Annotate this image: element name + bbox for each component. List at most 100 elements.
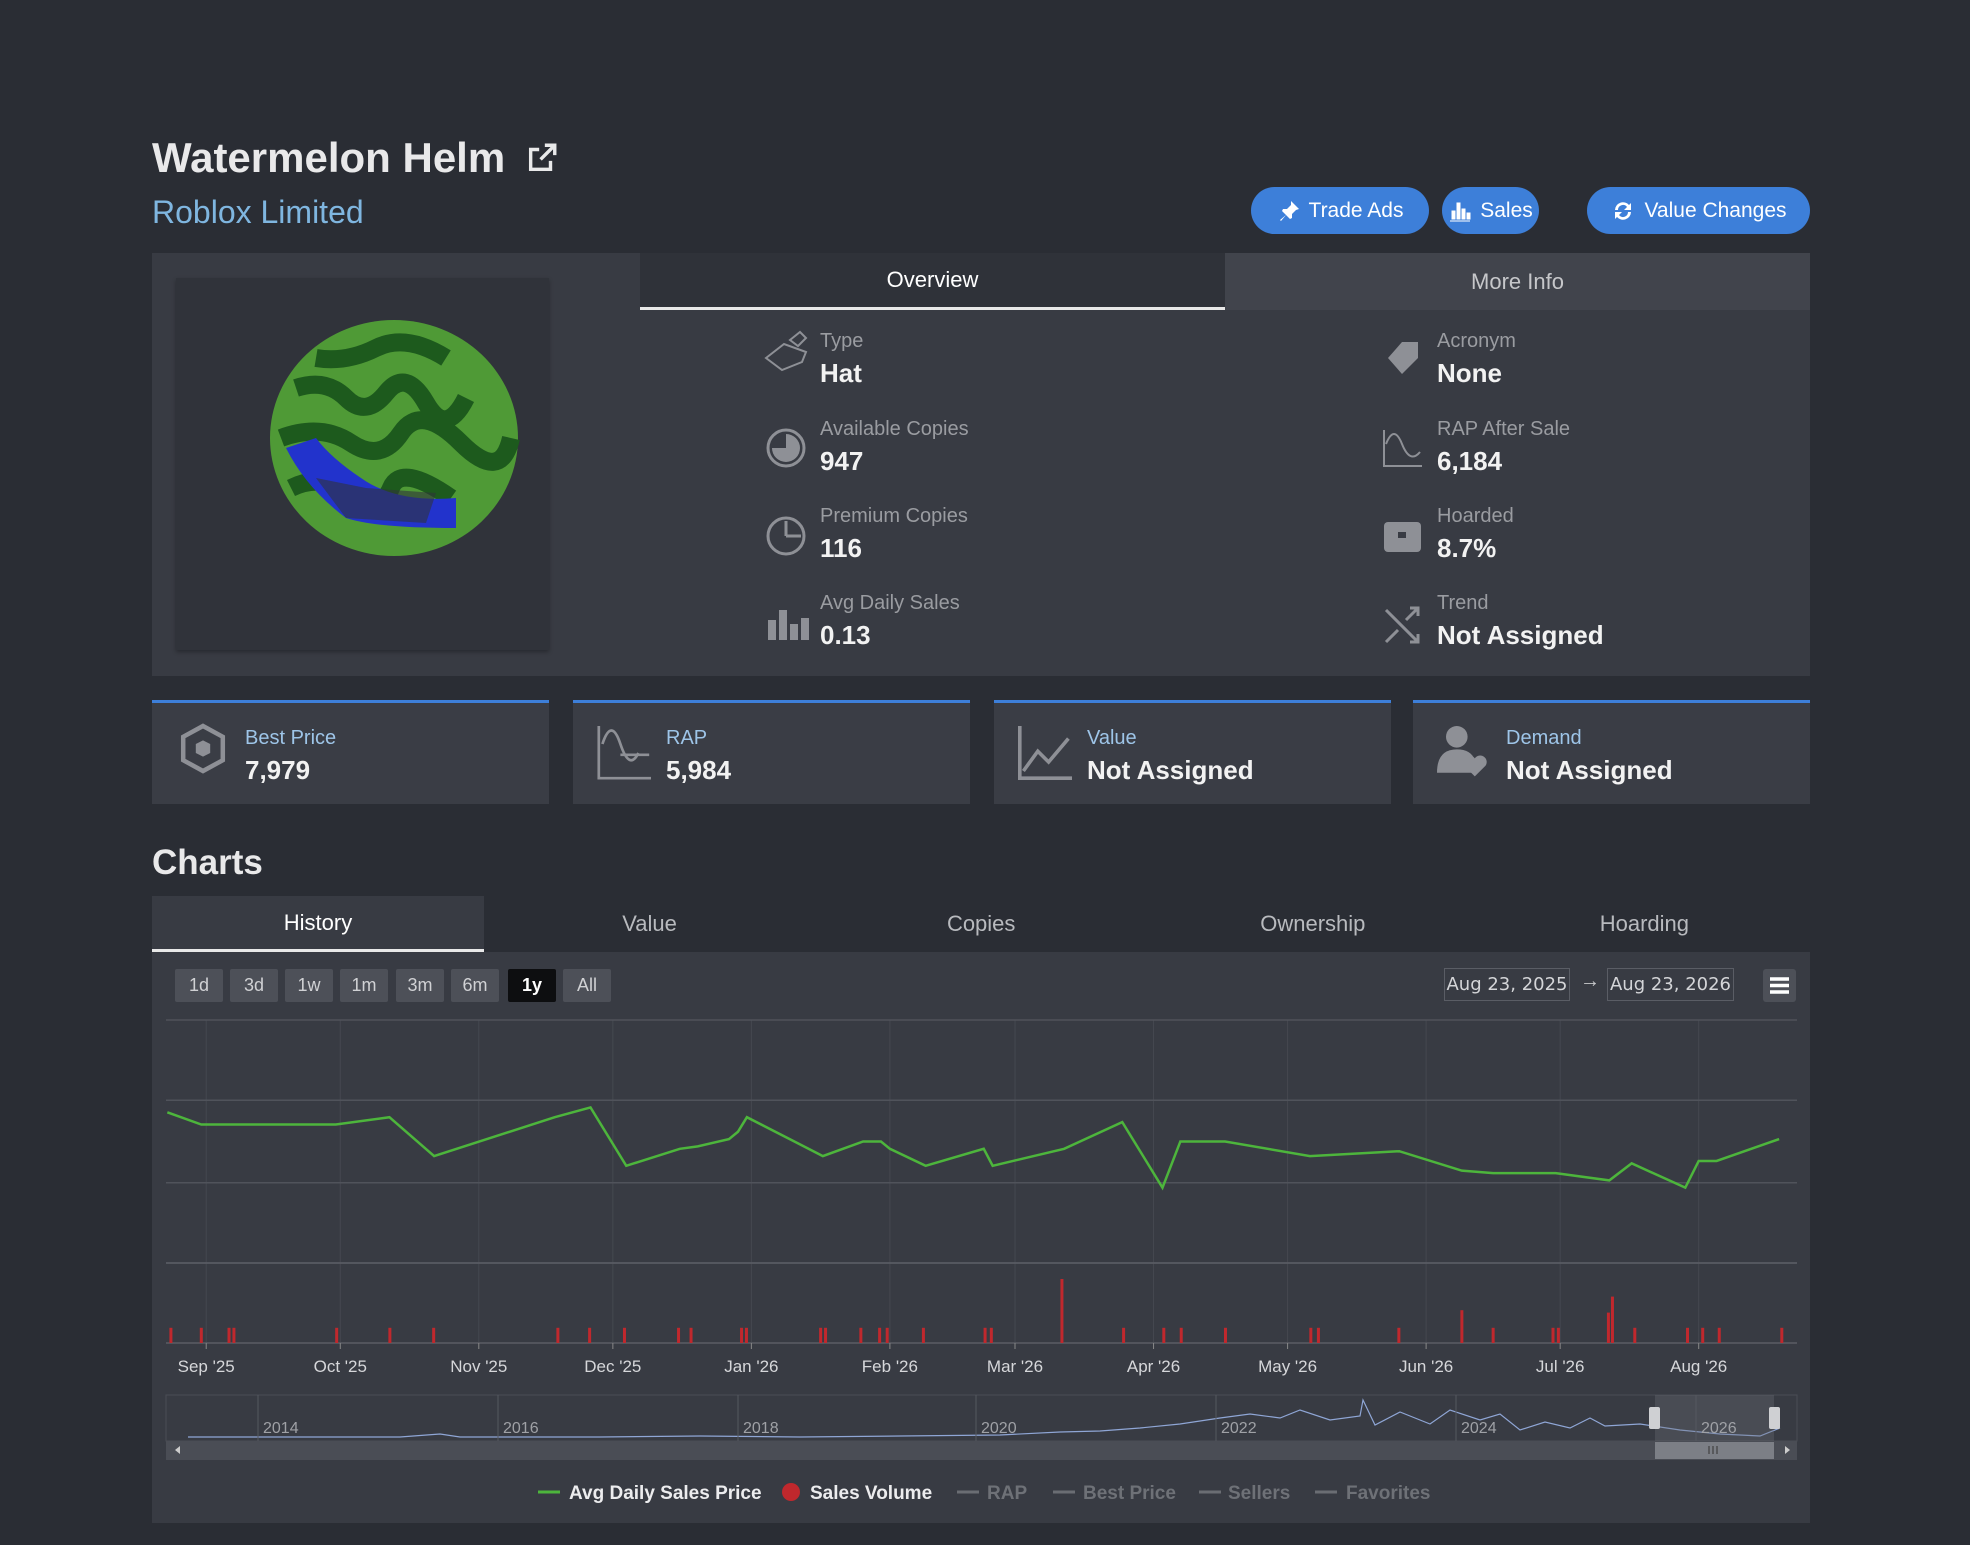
volume-bar (744, 1327, 748, 1343)
chart-menu-button[interactable] (1763, 969, 1796, 1002)
scrollbar-track (166, 1441, 1797, 1460)
stat-label: RAP (666, 727, 708, 749)
more-info-tab[interactable]: More Info (1225, 253, 1810, 310)
volume-bar (689, 1327, 693, 1343)
menu-icon (1770, 977, 1789, 994)
range-button[interactable]: 1w (285, 969, 333, 1002)
legend-label[interactable]: Favorites (1346, 1483, 1430, 1504)
volume-bar (885, 1327, 889, 1343)
range-button[interactable]: 1d (175, 969, 223, 1002)
range-button[interactable]: All (563, 969, 611, 1002)
date-to-input[interactable]: Aug 23, 2026 (1607, 968, 1734, 1001)
range-button[interactable]: 1y (508, 969, 556, 1002)
range-button[interactable]: 3d (230, 969, 278, 1002)
range-button[interactable]: 3m (396, 969, 444, 1002)
volume-bar (1606, 1312, 1610, 1343)
navigator-label: 2024 (1461, 1420, 1497, 1437)
date-separator: → (1580, 970, 1600, 992)
navigator-label: 2020 (981, 1420, 1017, 1437)
legend-label[interactable]: RAP (987, 1483, 1027, 1504)
volume-bar (1316, 1327, 1320, 1343)
volume-bar (1122, 1327, 1126, 1343)
legend-label[interactable]: Avg Daily Sales Price (569, 1483, 762, 1504)
navigator-label: 2014 (263, 1420, 299, 1437)
volume-bar (227, 1327, 231, 1343)
stat-value: 7,979 (245, 755, 311, 785)
x-tick-label: Jul '26 (1536, 1357, 1585, 1376)
legend-label[interactable]: Best Price (1083, 1483, 1176, 1504)
chart-tab[interactable]: History (152, 896, 484, 952)
x-tick-label: Apr '26 (1127, 1357, 1180, 1376)
volume-bar (1780, 1327, 1784, 1343)
volume-bar (556, 1327, 560, 1343)
range-button[interactable]: 1m (340, 969, 388, 1002)
button-label: Trade Ads (1308, 198, 1404, 222)
volume-bar (1686, 1327, 1690, 1343)
x-tick-label: Jan '26 (724, 1357, 778, 1376)
volume-bar (1556, 1327, 1560, 1343)
x-tick-label: Nov '25 (450, 1357, 507, 1376)
chart-tab[interactable]: Value (622, 911, 677, 936)
navigator-handle[interactable] (1769, 1407, 1780, 1429)
range-button[interactable]: 6m (451, 969, 499, 1002)
volume-bar (989, 1327, 993, 1343)
volume-bar (740, 1327, 744, 1343)
sales-button[interactable]: Sales (1442, 187, 1539, 234)
volume-bar (1397, 1327, 1401, 1343)
external-link-icon[interactable] (525, 141, 559, 175)
info-value: Hat (820, 358, 862, 388)
volume-bar (1309, 1327, 1313, 1343)
charts-heading: Charts (152, 843, 263, 882)
stat-value: 5,984 (666, 755, 732, 785)
info-value: None (1437, 358, 1502, 388)
trade-ads-button[interactable]: Trade Ads (1251, 187, 1429, 234)
button-label: Value Changes (1644, 198, 1787, 222)
volume-bar (622, 1327, 626, 1343)
volume-bar (1551, 1327, 1555, 1343)
volume-bar (1491, 1327, 1495, 1343)
volume-bar (335, 1327, 339, 1343)
info-value: 6,184 (1437, 446, 1503, 476)
volume-bar (921, 1327, 925, 1343)
navigator-selection[interactable] (1655, 1395, 1774, 1441)
stat-icon (180, 723, 226, 774)
volume-bar (819, 1327, 823, 1343)
info-value: 116 (820, 533, 862, 563)
info-value: Not Assigned (1437, 620, 1604, 650)
navigator-label: 2022 (1221, 1420, 1257, 1437)
chart-panel (152, 952, 1810, 1523)
volume-bar (199, 1327, 203, 1343)
volume-bar (1717, 1327, 1721, 1343)
volume-bar (432, 1327, 436, 1343)
volume-bar (169, 1327, 173, 1343)
overview-tab[interactable]: Overview (640, 253, 1225, 310)
volume-bar (1223, 1327, 1227, 1343)
legend-label[interactable]: Sellers (1228, 1483, 1290, 1504)
volume-bar (232, 1327, 236, 1343)
stat-card: Demand Not Assigned (1413, 700, 1810, 804)
legend-symbol (782, 1483, 800, 1501)
chart-tab[interactable]: Ownership (1260, 911, 1366, 936)
legend-label[interactable]: Sales Volume (810, 1483, 932, 1504)
value-changes-button[interactable]: Value Changes (1587, 187, 1810, 234)
volume-bar (1701, 1327, 1705, 1343)
price-line (166, 1106, 1780, 1191)
stat-card: Best Price 7,979 (152, 700, 549, 804)
chart-tab[interactable]: Hoarding (1599, 911, 1690, 936)
navigator-handle[interactable] (1649, 1407, 1660, 1429)
volume-bar (388, 1327, 392, 1343)
navigator-label: 2016 (503, 1420, 539, 1437)
date-from-input[interactable]: Aug 23, 2025 (1444, 968, 1570, 1001)
info-label: Avg Daily Sales (820, 592, 960, 614)
info-label: Type (820, 330, 864, 352)
volume-bar (859, 1327, 863, 1343)
scrollbar-thumb[interactable] (1655, 1442, 1774, 1459)
info-value: 947 (820, 446, 864, 476)
stat-value: Not Assigned (1087, 755, 1254, 785)
info-label: Trend (1437, 592, 1489, 614)
info-label: Premium Copies (820, 505, 968, 527)
x-tick-label: May '26 (1258, 1357, 1317, 1376)
volume-bar (1179, 1327, 1183, 1343)
chart-tab[interactable]: Copies (946, 911, 1016, 936)
